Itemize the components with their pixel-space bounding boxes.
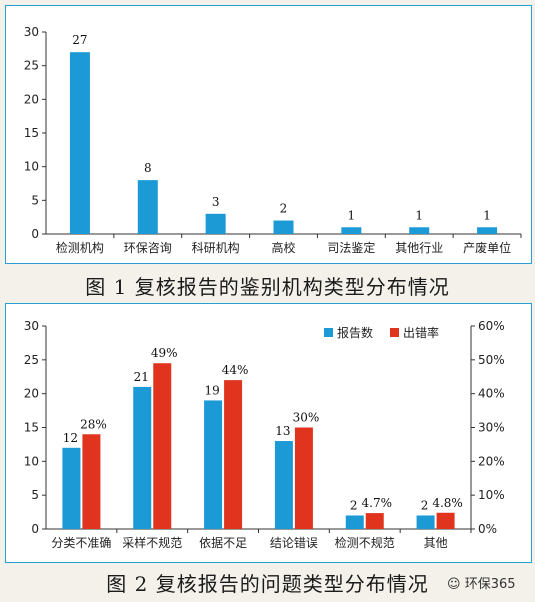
data-label-report-count: 13: [275, 424, 290, 438]
x-tick-label: 分类不准确: [51, 536, 111, 550]
legend-label-error-rate: 出错率: [403, 325, 439, 340]
x-tick-label: 检测不规范: [335, 535, 395, 550]
bar-report-count: [274, 441, 293, 529]
bar-error-rate: [224, 380, 243, 529]
watermark-text: 环保365: [464, 577, 516, 592]
y-tick-label: 10: [24, 454, 39, 468]
y-tick-label: 15: [24, 421, 39, 435]
bar-report-count: [204, 400, 223, 529]
legend-swatch-report-count: [324, 328, 333, 337]
data-label-error-rate: 28%: [80, 417, 107, 431]
x-tick-label: 司法鉴定: [327, 240, 375, 255]
y-tick-label: 5: [31, 488, 39, 502]
y2-tick-label: 10%: [478, 488, 505, 502]
bar-error-rate: [294, 427, 313, 529]
data-label-report-count: 2: [421, 498, 429, 512]
x-tick-label: 检测机构: [56, 240, 104, 255]
watermark: ☺ 环保365: [447, 573, 516, 592]
y-tick-label: 5: [31, 193, 39, 207]
bar: [273, 220, 294, 234]
x-tick-label: 高校: [271, 240, 295, 255]
y-tick-label: 0: [31, 227, 39, 241]
legend-label-report-count: 报告数: [337, 325, 373, 340]
x-tick-label: 结论错误: [270, 536, 318, 550]
data-label: 1: [415, 208, 423, 222]
data-label-report-count: 12: [63, 431, 78, 445]
bar: [341, 227, 362, 234]
data-label: 1: [348, 208, 356, 222]
y-tick-label: 25: [24, 353, 39, 367]
bar-error-rate: [153, 363, 172, 529]
y-tick-label: 10: [24, 160, 39, 174]
bar-report-count: [133, 386, 152, 529]
y2-tick-label: 60%: [478, 319, 505, 333]
data-label-error-rate: 4.8%: [432, 496, 463, 510]
y-tick-label: 20: [24, 92, 39, 106]
data-label-error-rate: 44%: [222, 363, 249, 377]
bar-error-rate: [436, 512, 455, 529]
y-tick-label: 25: [24, 59, 39, 73]
x-tick-label: 采样不规范: [122, 535, 182, 550]
data-label-error-rate: 30%: [293, 411, 320, 425]
bar-error-rate: [82, 434, 101, 529]
chart-1-caption: 图 1 复核报告的鉴别机构类型分布情况: [85, 275, 450, 299]
bar-report-count: [345, 515, 364, 529]
x-tick-label: 其他: [424, 536, 448, 550]
y2-tick-label: 40%: [478, 387, 505, 401]
data-label: 8: [144, 161, 152, 175]
data-label: 3: [212, 195, 220, 209]
data-label-report-count: 2: [350, 498, 358, 512]
y-tick-label: 0: [31, 522, 39, 536]
y-tick-label: 15: [24, 126, 39, 140]
bar-error-rate: [365, 513, 384, 529]
data-label: 27: [72, 33, 87, 47]
chart-1-plot: 0 5 10 15 20 25 30 27 检测机构 8 环保咨询 3 科研机构 2 高校 1 司法鉴定 1 其他行…: [24, 25, 522, 255]
wechat-icon: ☺: [447, 577, 461, 592]
bar: [477, 227, 498, 234]
data-label: 1: [483, 208, 491, 222]
y2-tick-label: 20%: [478, 454, 505, 468]
data-label-error-rate: 49%: [151, 346, 178, 360]
x-tick-label: 其他行业: [395, 241, 443, 255]
y-tick-label: 30: [24, 25, 39, 39]
bar: [137, 180, 158, 234]
chart-2-caption: 图 2 复核报告的问题类型分布情况: [106, 572, 429, 596]
x-tick-label: 产废单位: [463, 240, 511, 255]
y-tick-label: 30: [24, 319, 39, 333]
data-label: 2: [280, 202, 288, 216]
bar: [69, 52, 90, 235]
chart-2-panel: 0 5 10 15 20 25 30 0% 10% 20% 30% 40% 50% 60% 12 28% 分类不…: [5, 303, 532, 563]
bar-report-count: [416, 515, 435, 529]
legend-swatch-error-rate: [390, 328, 399, 337]
bar: [205, 213, 226, 234]
y-tick-label: 20: [24, 387, 39, 401]
x-tick-label: 环保咨询: [124, 240, 172, 255]
y2-tick-label: 50%: [478, 353, 505, 367]
y2-tick-label: 0%: [478, 522, 497, 536]
chart-1-panel: 0 5 10 15 20 25 30 27 检测机构 8 环保咨询 3 科研机构 2 高校 1 司法鉴定 1 其他行…: [5, 5, 532, 264]
bar-report-count: [62, 447, 81, 529]
x-tick-label: 科研机构: [192, 240, 240, 255]
data-label-report-count: 19: [204, 383, 219, 397]
data-label-report-count: 21: [134, 370, 149, 384]
data-label-error-rate: 4.7%: [362, 496, 393, 510]
x-tick-label: 依据不足: [199, 535, 247, 550]
y2-tick-label: 30%: [478, 421, 505, 435]
bar: [409, 227, 430, 234]
